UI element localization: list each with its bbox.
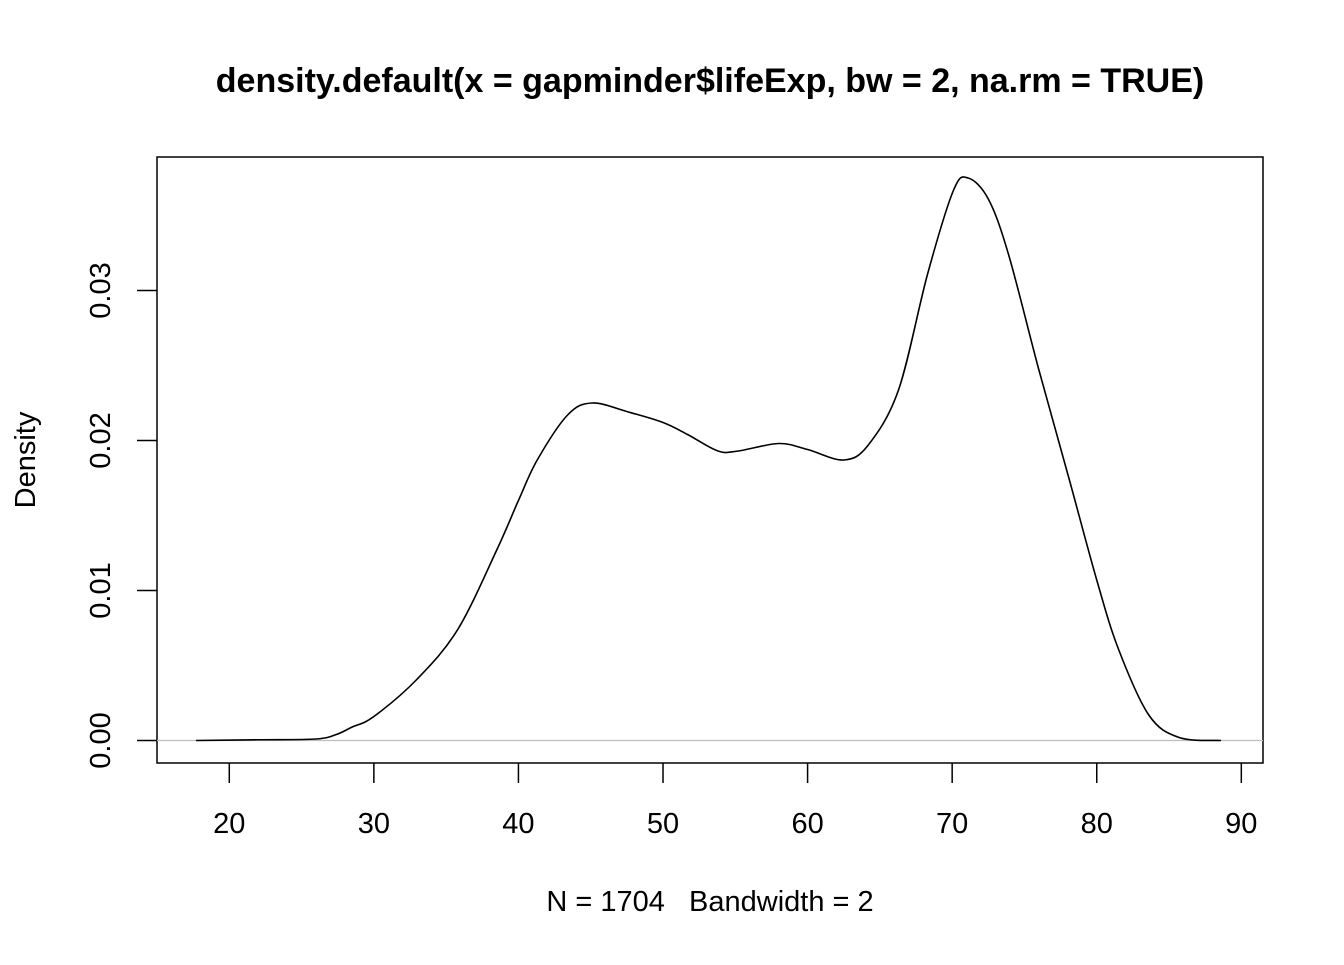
chart-title: density.default(x = gapminder$lifeExp, b… bbox=[216, 62, 1204, 100]
x-axis-label: N = 1704 Bandwidth = 2 bbox=[546, 886, 873, 918]
y-axis-label: Density bbox=[10, 411, 42, 508]
x-tick-label: 20 bbox=[213, 808, 245, 840]
x-tick-label: 70 bbox=[936, 808, 968, 840]
density-line bbox=[196, 176, 1222, 742]
plot-frame bbox=[156, 156, 1264, 764]
x-tick-label: 40 bbox=[502, 808, 534, 840]
x-tick-label: 60 bbox=[791, 808, 823, 840]
x-tick-label: 90 bbox=[1225, 808, 1257, 840]
y-tick-label: 0.01 bbox=[85, 562, 117, 618]
y-tick-label: 0.03 bbox=[85, 262, 117, 318]
y-tick-label: 0.02 bbox=[85, 412, 117, 468]
x-tick-label: 30 bbox=[358, 808, 390, 840]
y-tick-label: 0.00 bbox=[85, 712, 117, 768]
x-tick-label: 80 bbox=[1081, 808, 1113, 840]
x-tick-label: 50 bbox=[647, 808, 679, 840]
